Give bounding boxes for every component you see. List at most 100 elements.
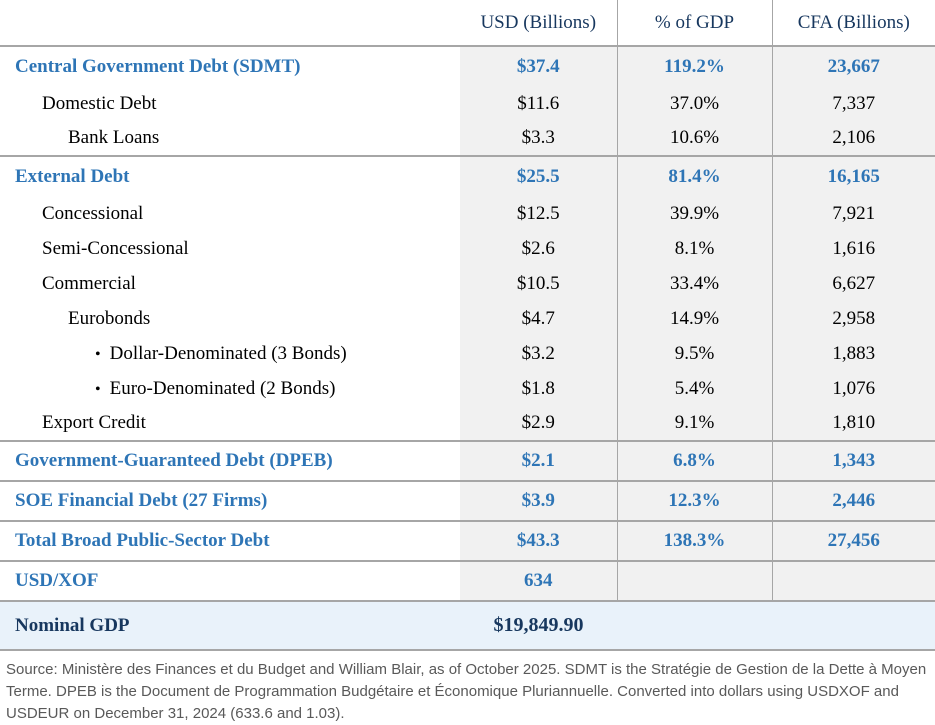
usd-value: $43.3 [460, 520, 617, 561]
usd-value: $10.5 [460, 266, 617, 301]
cfa-value: 27,456 [771, 520, 935, 561]
column-header-usd: USD (Billions) [460, 0, 617, 47]
cfa-value: 1,883 [771, 336, 935, 371]
usd-value: $3.9 [460, 480, 617, 521]
cfa-value: 7,921 [771, 196, 935, 231]
gdp-value [617, 600, 772, 651]
usd-value: $4.7 [460, 301, 617, 336]
row-label-cell: Commercial [0, 266, 460, 301]
row-label: External Debt [15, 165, 130, 187]
row-label: Central Government Debt (SDMT) [15, 55, 301, 77]
cfa-value: 1,343 [771, 440, 935, 481]
gdp-value: 6.8% [616, 440, 772, 481]
row-label-cell: Concessional [0, 196, 460, 231]
table-row: Total Broad Public-Sector Debt $43.3 138… [0, 520, 935, 561]
table-row: Eurobonds $4.7 14.9% 2,958 [0, 301, 935, 336]
cfa-value: 2,446 [771, 480, 935, 521]
gdp-value: 12.3% [616, 480, 772, 521]
row-label-cell: USD/XOF [0, 560, 460, 601]
row-label: Nominal GDP [15, 614, 130, 636]
table-row: External Debt $25.5 81.4% 16,165 [0, 155, 935, 196]
usd-value: $11.6 [460, 86, 617, 121]
usd-value: $19,849.90 [460, 600, 617, 651]
usd-value: $37.4 [460, 46, 617, 86]
table-row: • Euro-Denominated (2 Bonds) $1.8 5.4% 1,… [0, 371, 935, 406]
table-row: SOE Financial Debt (27 Firms) $3.9 12.3%… [0, 480, 935, 521]
cfa-value: 2,958 [771, 301, 935, 336]
row-label: Concessional [42, 202, 144, 224]
row-label: Export Credit [42, 412, 146, 433]
gdp-value: 39.9% [616, 196, 772, 231]
row-label-cell: External Debt [0, 155, 460, 196]
row-label-cell: Nominal GDP [0, 600, 460, 651]
row-label-cell: Government-Guaranteed Debt (DPEB) [0, 440, 460, 481]
bullet-icon: • [95, 345, 101, 363]
table-row: USD/XOF 634 [0, 560, 935, 601]
column-header-gdp: % of GDP [616, 0, 772, 47]
row-label: Commercial [42, 272, 136, 294]
cfa-value [772, 600, 935, 651]
table-row: Nominal GDP $19,849.90 [0, 600, 935, 651]
table-row: Concessional $12.5 39.9% 7,921 [0, 196, 935, 231]
header-row: USD (Billions) % of GDP CFA (Billions) [0, 0, 935, 47]
usd-value: $1.8 [460, 371, 617, 406]
usd-value: $2.1 [460, 440, 617, 481]
column-header-empty [0, 0, 460, 47]
table-row: Government-Guaranteed Debt (DPEB) $2.1 6… [0, 440, 935, 481]
table-row: Central Government Debt (SDMT) $37.4 119… [0, 46, 935, 86]
cfa-value: 23,667 [771, 46, 935, 86]
public-debt-table: USD (Billions) % of GDP CFA (Billions) C… [0, 0, 935, 651]
row-label: Government-Guaranteed Debt (DPEB) [15, 450, 333, 471]
table-row: Semi-Concessional $2.6 8.1% 1,616 [0, 231, 935, 266]
row-label: Semi-Concessional [42, 237, 189, 259]
cfa-value: 1,076 [771, 371, 935, 406]
gdp-value: 81.4% [616, 155, 772, 196]
usd-value: $2.9 [460, 406, 617, 441]
usd-value: $2.6 [460, 231, 617, 266]
row-label: SOE Financial Debt (27 Firms) [15, 490, 268, 511]
row-label-cell: Central Government Debt (SDMT) [0, 46, 460, 86]
cfa-value: 2,106 [771, 121, 935, 156]
table-row: Bank Loans $3.3 10.6% 2,106 [0, 121, 935, 156]
gdp-value: 9.5% [616, 336, 772, 371]
gdp-value: 10.6% [616, 121, 772, 156]
gdp-value: 138.3% [616, 520, 772, 561]
bullet-icon: • [95, 380, 101, 398]
row-label-cell: • Euro-Denominated (2 Bonds) [0, 371, 460, 406]
cfa-value: 16,165 [771, 155, 935, 196]
column-header-cfa: CFA (Billions) [771, 0, 935, 47]
row-label: Bank Loans [68, 127, 160, 148]
row-label: Eurobonds [68, 307, 151, 329]
row-label-cell: Eurobonds [0, 301, 460, 336]
gdp-value: 5.4% [616, 371, 772, 406]
row-label-cell: Bank Loans [0, 121, 460, 156]
cfa-value: 1,810 [771, 406, 935, 441]
gdp-value: 14.9% [616, 301, 772, 336]
cfa-value: 1,616 [771, 231, 935, 266]
gdp-value [616, 560, 772, 601]
usd-value: $25.5 [460, 155, 617, 196]
usd-value: 634 [460, 560, 617, 601]
usd-value: $12.5 [460, 196, 617, 231]
row-label-cell: Semi-Concessional [0, 231, 460, 266]
usd-value: $3.3 [460, 121, 617, 156]
row-label: Domestic Debt [42, 92, 157, 114]
gdp-value: 33.4% [616, 266, 772, 301]
row-label-cell: SOE Financial Debt (27 Firms) [0, 480, 460, 521]
cfa-value: 7,337 [771, 86, 935, 121]
row-label: Euro-Denominated (2 Bonds) [109, 377, 336, 399]
row-label-cell: Domestic Debt [0, 86, 460, 121]
row-label-cell: Total Broad Public-Sector Debt [0, 520, 460, 561]
row-label: Dollar-Denominated (3 Bonds) [109, 342, 347, 364]
cfa-value [771, 560, 935, 601]
table-row: Export Credit $2.9 9.1% 1,810 [0, 406, 935, 441]
row-label-cell: Export Credit [0, 406, 460, 441]
gdp-value: 119.2% [616, 46, 772, 86]
gdp-value: 37.0% [616, 86, 772, 121]
gdp-value: 8.1% [616, 231, 772, 266]
row-label: Total Broad Public-Sector Debt [15, 530, 270, 551]
gdp-value: 9.1% [616, 406, 772, 441]
table-row: • Dollar-Denominated (3 Bonds) $3.2 9.5% … [0, 336, 935, 371]
table-row: Commercial $10.5 33.4% 6,627 [0, 266, 935, 301]
